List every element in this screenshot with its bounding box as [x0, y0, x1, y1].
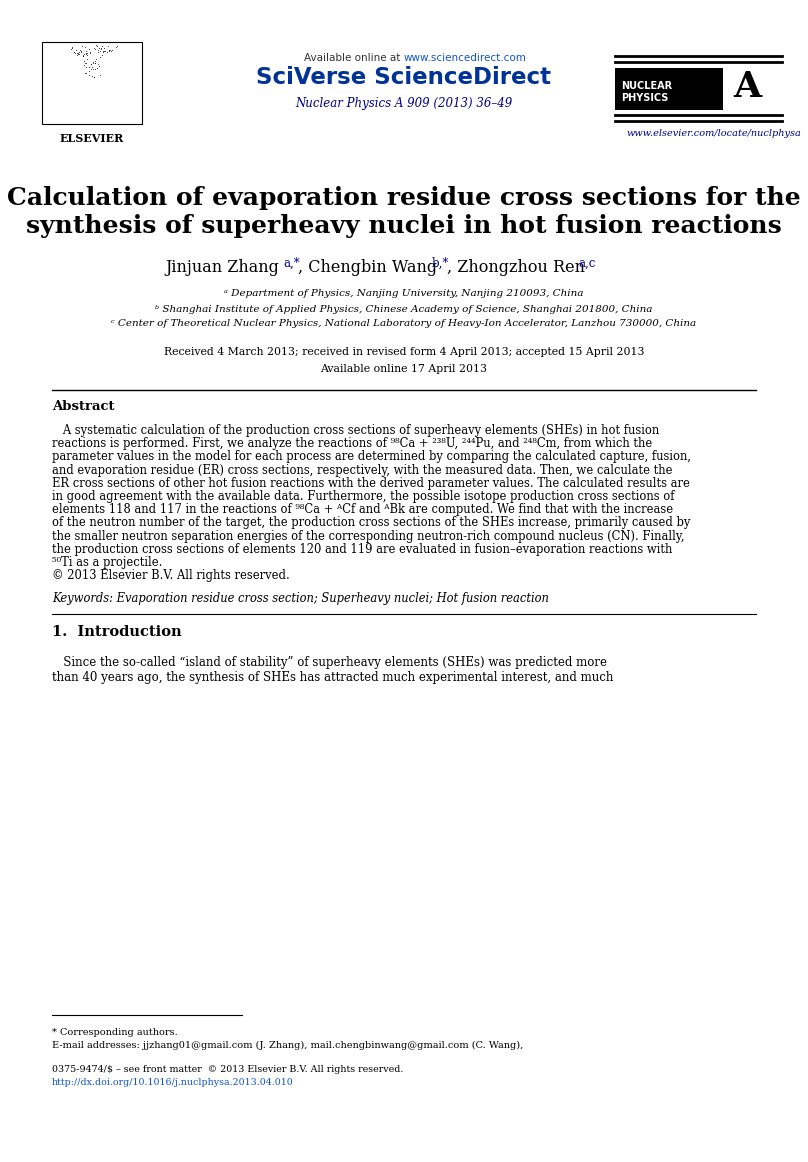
Text: * Corresponding authors.: * Corresponding authors.	[52, 1028, 178, 1037]
Text: © 2013 Elsevier B.V. All rights reserved.: © 2013 Elsevier B.V. All rights reserved…	[52, 569, 290, 582]
Text: b,*: b,*	[432, 257, 449, 270]
Text: NUCLEAR
PHYSICS: NUCLEAR PHYSICS	[621, 81, 672, 103]
Text: Nuclear Physics A 909 (2013) 36–49: Nuclear Physics A 909 (2013) 36–49	[296, 98, 512, 110]
Text: elements 118 and 117 in the reactions of ⁹⁸Ca + ᴬCf and ᴬBk are computed. We fin: elements 118 and 117 in the reactions of…	[52, 503, 673, 516]
Text: Keywords: Evaporation residue cross section; Superheavy nuclei; Hot fusion react: Keywords: Evaporation residue cross sect…	[52, 593, 549, 605]
Text: a,c: a,c	[578, 257, 595, 270]
Text: in good agreement with the available data. Furthermore, the possible isotope pro: in good agreement with the available dat…	[52, 490, 675, 503]
Text: ⁵⁰Ti as a projectile.: ⁵⁰Ti as a projectile.	[52, 555, 162, 569]
Text: Calculation of evaporation residue cross sections for the: Calculation of evaporation residue cross…	[7, 186, 801, 210]
Text: Received 4 March 2013; received in revised form 4 April 2013; accepted 15 April : Received 4 March 2013; received in revis…	[164, 347, 644, 357]
Text: parameter values in the model for each process are determined by comparing the c: parameter values in the model for each p…	[52, 451, 691, 464]
Text: Available online at: Available online at	[305, 53, 404, 63]
Text: ELSEVIER: ELSEVIER	[60, 132, 124, 143]
Text: than 40 years ago, the synthesis of SHEs has attracted much experimental interes: than 40 years ago, the synthesis of SHEs…	[52, 670, 613, 684]
Text: Available online 17 April 2013: Available online 17 April 2013	[321, 364, 487, 374]
Text: SciVerse ScienceDirect: SciVerse ScienceDirect	[256, 66, 552, 89]
Text: A systematic calculation of the production cross sections of superheavy elements: A systematic calculation of the producti…	[52, 424, 659, 437]
Bar	[615, 69, 723, 110]
Text: the smaller neutron separation energies of the corresponding neutron-rich compou: the smaller neutron separation energies …	[52, 530, 684, 543]
Text: 0375-9474/$ – see front matter  © 2013 Elsevier B.V. All rights reserved.: 0375-9474/$ – see front matter © 2013 El…	[52, 1066, 403, 1074]
Text: www.elsevier.com/locate/nuclphysa: www.elsevier.com/locate/nuclphysa	[626, 129, 801, 137]
Text: Since the so-called “island of stability” of superheavy elements (SHEs) was pred: Since the so-called “island of stability…	[52, 657, 607, 669]
Text: Abstract: Abstract	[52, 401, 115, 414]
Text: a,*: a,*	[283, 257, 300, 270]
Text: 1.  Introduction: 1. Introduction	[52, 625, 182, 639]
Text: the production cross sections of elements 120 and 119 are evaluated in fusion–ev: the production cross sections of element…	[52, 543, 672, 555]
Text: ᵇ Shanghai Institute of Applied Physics, Chinese Academy of Science, Shanghai 20: ᵇ Shanghai Institute of Applied Physics,…	[155, 304, 653, 314]
Text: reactions is performed. First, we analyze the reactions of ⁹⁸Ca + ²³⁸U, ²⁴⁴Pu, a: reactions is performed. First, we analyz…	[52, 437, 652, 450]
Text: ᶜ Center of Theoretical Nuclear Physics, National Laboratory of Heavy-Ion Accele: ᶜ Center of Theoretical Nuclear Physics,…	[112, 320, 696, 329]
Text: A: A	[733, 70, 761, 105]
Text: , Zhongzhou Ren: , Zhongzhou Ren	[447, 259, 585, 277]
Text: www.sciencedirect.com: www.sciencedirect.com	[404, 53, 527, 63]
Text: Jinjuan Zhang: Jinjuan Zhang	[165, 259, 279, 277]
Text: of the neutron number of the target, the production cross sections of the SHEs i: of the neutron number of the target, the…	[52, 516, 690, 530]
Text: , Chengbin Wang: , Chengbin Wang	[298, 259, 437, 277]
Text: ᵃ Department of Physics, Nanjing University, Nanjing 210093, China: ᵃ Department of Physics, Nanjing Univers…	[225, 289, 583, 299]
Text: E-mail addresses: jjzhang01@gmail.com (J. Zhang), mail.chengbinwang@gmail.com (C: E-mail addresses: jjzhang01@gmail.com (J…	[52, 1041, 524, 1050]
Bar	[42, 42, 142, 124]
Text: http://dx.doi.org/10.1016/j.nuclphysa.2013.04.010: http://dx.doi.org/10.1016/j.nuclphysa.20…	[52, 1078, 294, 1086]
Text: and evaporation residue (ER) cross sections, respectively, with the measured dat: and evaporation residue (ER) cross secti…	[52, 464, 672, 476]
Text: synthesis of superheavy nuclei in hot fusion reactions: synthesis of superheavy nuclei in hot fu…	[26, 214, 782, 238]
Text: ER cross sections of other hot fusion reactions with the derived parameter value: ER cross sections of other hot fusion re…	[52, 476, 690, 490]
